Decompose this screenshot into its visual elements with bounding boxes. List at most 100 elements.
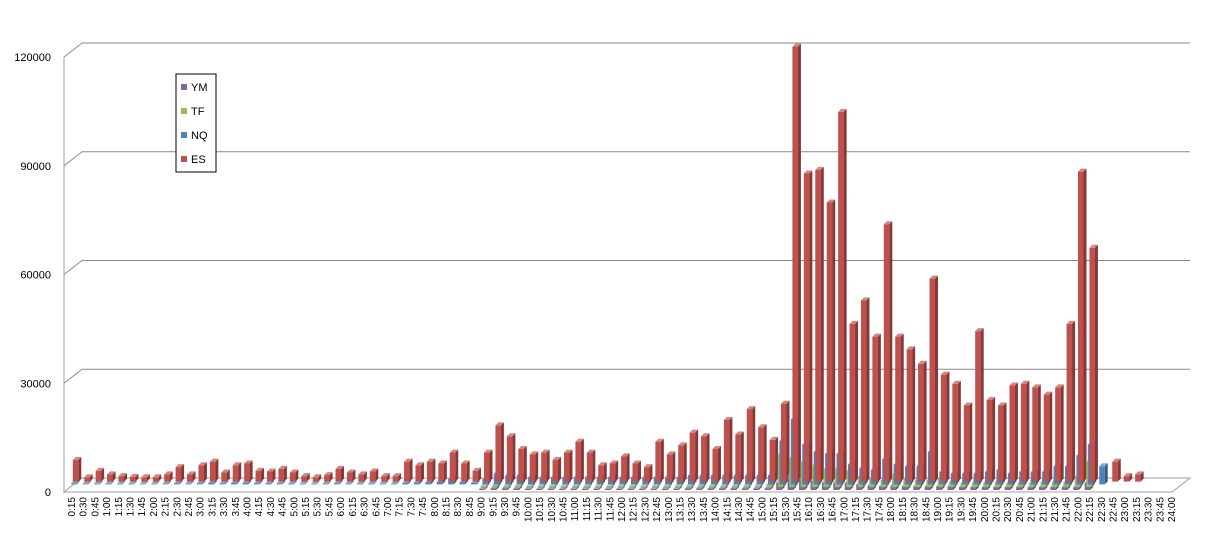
bar-face: [709, 485, 715, 488]
bar-side: [626, 453, 630, 482]
x-tick-label: 21:45: [1062, 497, 1073, 522]
bar-es: [358, 471, 367, 482]
bar-side: [809, 170, 813, 482]
bar-es: [929, 275, 939, 482]
x-tick-label: 3:00: [196, 497, 207, 517]
x-tick-label: 22:00: [1073, 497, 1084, 522]
bar-face: [1016, 487, 1022, 490]
bar-top: [609, 460, 619, 464]
bar-side: [202, 480, 206, 485]
bar-side: [1140, 471, 1144, 482]
bar-face: [604, 488, 611, 490]
bar-face: [981, 487, 988, 490]
bar-side: [554, 482, 558, 488]
x-tick-label: 2:45: [184, 497, 195, 517]
bar-face: [356, 483, 363, 485]
bar-side: [238, 462, 242, 482]
x-tick-label: 19:45: [968, 497, 979, 522]
bar-side: [88, 480, 92, 485]
bar-top: [495, 422, 504, 426]
bar-es: [792, 43, 801, 482]
x-tick-label: 15:30: [781, 497, 792, 522]
bar-face: [1038, 487, 1045, 490]
bar-side: [409, 458, 413, 482]
bar-side: [843, 108, 847, 482]
bar-face: [975, 331, 981, 482]
bar-top: [803, 170, 813, 174]
bar-es: [1089, 244, 1098, 482]
bar-face: [872, 336, 878, 482]
bar-top: [301, 473, 310, 477]
bar-face: [696, 488, 702, 490]
bar-side: [363, 471, 367, 482]
bar-side: [855, 320, 859, 482]
bar-side: [683, 442, 687, 482]
bar-face: [766, 484, 772, 488]
bar-side: [1003, 402, 1007, 482]
bar-nq: [151, 480, 160, 485]
bar-face: [549, 485, 555, 488]
bar-side: [1026, 380, 1030, 482]
bar-top: [746, 406, 756, 410]
bar-face: [196, 483, 203, 485]
bar-face: [606, 485, 612, 488]
bar-top: [129, 473, 139, 477]
bar-es: [1020, 380, 1030, 482]
bar-side: [135, 473, 139, 482]
bar-side: [935, 275, 939, 482]
bar-face: [438, 463, 444, 482]
bar-side: [512, 433, 516, 482]
bar-top: [209, 458, 219, 462]
bar-side: [375, 468, 379, 482]
bar-side: [327, 480, 331, 485]
bar-es: [1055, 384, 1064, 482]
legend-item-ym: YM: [181, 82, 208, 94]
bar-side: [724, 485, 728, 490]
bar-side: [621, 485, 625, 490]
bar-face: [402, 482, 408, 485]
bar-face: [242, 482, 249, 485]
x-tick-label: 4:00: [243, 497, 254, 517]
bar-top: [152, 474, 162, 478]
bar-es: [803, 170, 813, 482]
bar-side: [1129, 473, 1133, 482]
bar-face: [392, 476, 399, 482]
bar-face: [949, 481, 955, 488]
bar-side: [923, 360, 927, 482]
bar-top: [643, 464, 653, 468]
bar-face: [1073, 487, 1079, 490]
bar-face: [116, 483, 123, 485]
bar-side: [690, 485, 694, 490]
x-tick-label: 10:30: [547, 497, 558, 522]
x-tick-label: 7:15: [395, 497, 406, 517]
bar-face: [570, 488, 577, 490]
bar-es: [1123, 473, 1133, 482]
bar-side: [203, 462, 207, 482]
x-tick-label: 3:45: [231, 497, 242, 517]
bar-nq: [116, 480, 126, 485]
bar-side: [466, 460, 470, 482]
bar-side: [305, 480, 309, 485]
bar-top: [689, 429, 699, 433]
x-tick-label: 20:30: [1003, 497, 1014, 522]
bar-es: [586, 449, 596, 482]
bar-es: [1077, 168, 1087, 482]
bar-es: [107, 471, 116, 482]
bar-es: [381, 473, 390, 482]
bar-top: [1032, 384, 1041, 388]
bar-face: [1017, 482, 1024, 488]
x-tick-label: 0:45: [90, 497, 101, 517]
legend: YM TF NQ ES: [175, 73, 217, 173]
bar-side: [600, 482, 604, 488]
bar-top: [164, 471, 173, 475]
bar-es: [324, 472, 333, 482]
bar-es: [415, 462, 424, 482]
bar-face: [860, 300, 867, 482]
legend-item-tf: TF: [181, 106, 205, 118]
bar-es: [495, 422, 504, 482]
bar-top: [598, 462, 607, 466]
x-tick-label: 9:00: [477, 497, 488, 517]
bar-side: [181, 464, 185, 482]
x-tick-label: 2:15: [161, 497, 172, 517]
